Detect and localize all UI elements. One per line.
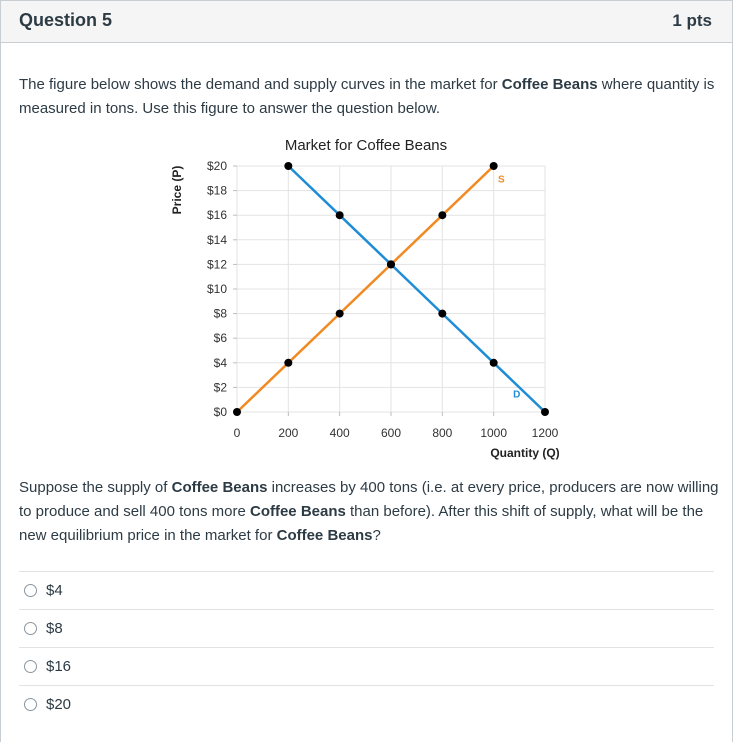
answer-option-16[interactable]: $16 (19, 647, 714, 685)
question-intro: The figure below shows the demand and su… (19, 73, 719, 121)
x-tick-label: 200 (278, 426, 298, 440)
answer-label: $16 (46, 658, 72, 675)
chart-svg: $0 $2 $4 $6 $8 $10 $12 $14 $16 $18 $20 0 200 400 600 80… (170, 137, 560, 460)
question-text-2: increases by 400 tons (i.e. at every pri… (19, 479, 719, 520)
y-axis-title: Price (P) (170, 166, 184, 215)
supply-demand-chart: $0 $2 $4 $6 $8 $10 $12 $14 $16 $18 $20 0 200 400 600 80… (161, 131, 581, 466)
y-tick-label: $18 (207, 184, 227, 198)
demand-curve (287, 165, 546, 413)
answer-label: $20 (46, 696, 72, 713)
supply-point (387, 260, 395, 269)
question-title: Question 5 (19, 10, 113, 30)
radio-button[interactable] (24, 660, 37, 673)
x-tick-label: 1200 (532, 426, 559, 440)
answer-option-4[interactable]: $4 (19, 571, 714, 609)
question-header: Question 5 1 pts (1, 1, 732, 43)
y-tick-label: $0 (214, 405, 228, 419)
demand-point (489, 358, 498, 367)
radio-button[interactable] (24, 622, 37, 635)
question-text-1: Suppose the supply of (19, 479, 172, 496)
answer-label: $4 (46, 582, 63, 599)
x-tick-label: 800 (432, 426, 452, 440)
supply-curve (236, 165, 495, 413)
x-tick-label: 0 (234, 426, 241, 440)
demand-point (438, 309, 447, 318)
intro-text-2: where quantity is measured in tons. Use … (19, 76, 715, 117)
demand-label: D (513, 390, 520, 401)
y-tick-label: $20 (207, 159, 227, 173)
chart-title: Market for Coffee Beans (285, 137, 447, 154)
question-points: 1 pts (672, 11, 712, 30)
demand-point (284, 162, 293, 170)
y-tick-label: $12 (207, 257, 227, 271)
demand-point (335, 211, 344, 220)
question-text: Suppose the supply of Coffee Beans incre… (19, 476, 719, 548)
intro-bold-1: Coffee Beans (501, 76, 598, 93)
question-text-3: than before). After this shift of supply… (19, 503, 704, 544)
x-tick-label: 400 (330, 426, 350, 440)
y-tick-label: $10 (207, 282, 227, 296)
answer-option-20[interactable]: $20 (19, 685, 714, 723)
supply-label: S (498, 174, 505, 185)
intro-text-1: The figure below shows the demand and su… (19, 76, 502, 93)
y-tick-label: $6 (214, 331, 228, 345)
y-tick-label: $2 (214, 380, 228, 394)
supply-point (284, 358, 293, 367)
question-bold-2: Coffee Beans (249, 503, 346, 520)
y-tick-label: $4 (214, 356, 228, 370)
x-tick-label: 600 (381, 426, 401, 440)
supply-point (335, 309, 344, 318)
question-bold-3: Coffee Beans (276, 527, 373, 544)
x-tick-label: 1000 (480, 426, 507, 440)
answer-list: $4 $8 $16 $20 (19, 571, 714, 723)
demand-point (541, 408, 549, 416)
radio-button[interactable] (24, 584, 37, 597)
supply-point (438, 211, 447, 220)
radio-button[interactable] (24, 698, 37, 711)
y-tick-label: $14 (207, 233, 227, 247)
answer-option-8[interactable]: $8 (19, 609, 714, 647)
question-bold-1: Coffee Beans (171, 479, 268, 496)
y-tick-label: $8 (214, 307, 228, 321)
answer-label: $8 (46, 620, 63, 637)
y-tick-label: $16 (207, 208, 227, 222)
supply-point (489, 162, 498, 170)
x-axis-title: Quantity (Q) (490, 446, 559, 460)
question-text-4: ? (372, 527, 381, 544)
supply-point (233, 408, 241, 416)
